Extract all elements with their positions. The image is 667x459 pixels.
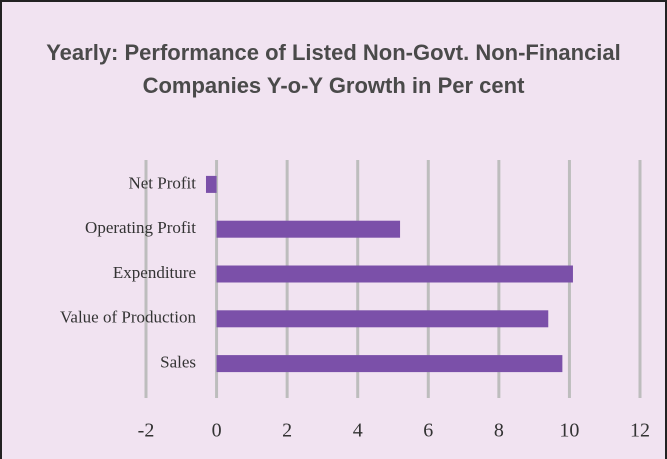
- chart-title: Yearly: Performance of Listed Non-Govt. …: [46, 40, 621, 98]
- y-tick-label: Sales: [160, 353, 196, 372]
- bar: [216, 220, 401, 238]
- bar: [216, 310, 549, 328]
- x-tick-label: 12: [630, 420, 650, 442]
- x-tick-label: 2: [282, 420, 292, 442]
- x-tick-label: 10: [559, 420, 579, 442]
- bar: [205, 175, 217, 193]
- x-tick-label: -2: [138, 420, 155, 442]
- y-tick-label: Net Profit: [128, 173, 196, 192]
- x-tick-label: 0: [212, 420, 222, 442]
- bar: [216, 355, 563, 373]
- y-tick-label: Expenditure: [113, 263, 196, 282]
- x-tick-label: 6: [423, 420, 433, 442]
- y-tick-label: Value of Production: [60, 308, 196, 327]
- x-tick-label: 4: [353, 420, 363, 442]
- y-tick-label: Operating Profit: [85, 218, 196, 237]
- x-tick-label: 8: [494, 420, 504, 442]
- bar: [216, 265, 573, 283]
